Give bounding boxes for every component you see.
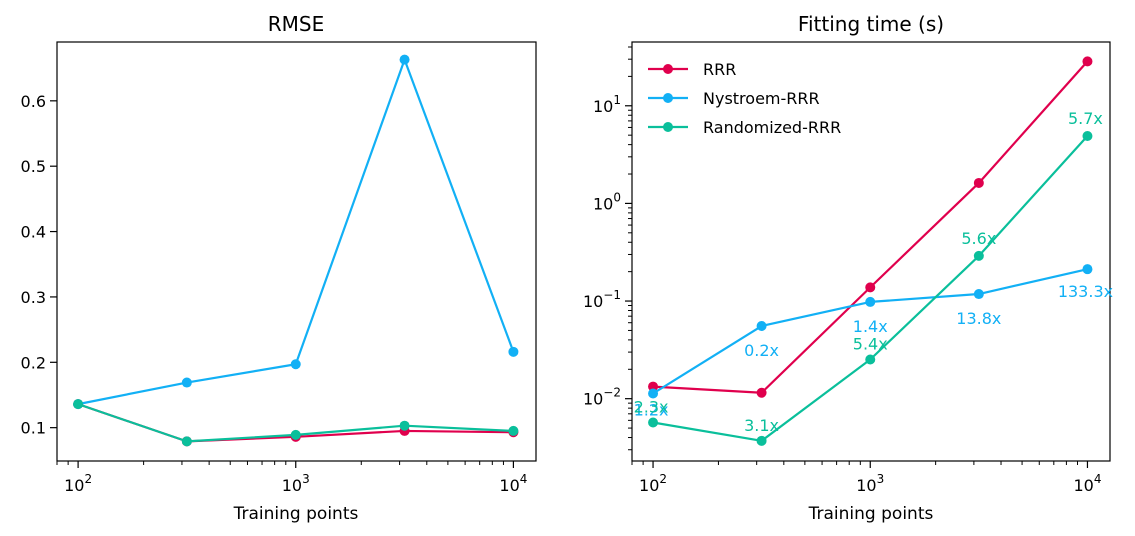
fitting-time-y-tick-label: 10−2: [583, 386, 621, 409]
rmse-y-tick-label: 0.5: [21, 157, 46, 176]
fitting-time-data-point-randomized-rrr: [973, 250, 984, 261]
rmse-chart: RMSE Training points 102 103 104 0.1 0.2 0.3 0…: [21, 12, 537, 524]
rmse-data-point-randomized-rrr: [399, 420, 410, 431]
fitting-time-data-point-randomized-rrr: [865, 354, 876, 365]
fitting-time-speedup-label: 133.3x: [1058, 282, 1113, 301]
rmse-y-tick-label: 0.2: [21, 353, 46, 372]
fitting-time-speedup-label: 2.3x: [634, 398, 669, 417]
rmse-x-tick-label: 102: [64, 472, 92, 495]
fitting-time-data-point-rrr: [1082, 56, 1093, 67]
fitting-time-x-tick-label: 104: [1073, 472, 1101, 495]
rmse-data-point-randomized-rrr: [73, 399, 84, 410]
rmse-data-point-nystroem-rrr: [181, 377, 192, 388]
rmse-data-point-nystroem-rrr: [290, 359, 301, 370]
fitting-time-speedup-label: 13.8x: [956, 309, 1001, 328]
rmse-y-tick-label: 0.3: [21, 288, 46, 307]
fitting-time-data-point-rrr: [648, 381, 659, 392]
rmse-chart-title: RMSE: [268, 12, 324, 36]
rmse-chart-xlabel: Training points: [233, 504, 359, 524]
fitting-time-data-point-randomized-rrr: [648, 417, 659, 428]
legend-label-nystroem-rrr: Nystroem-RRR: [703, 89, 820, 108]
rmse-series-line-nystroem-rrr: [77, 58, 515, 406]
rmse-data-point-randomized-rrr: [508, 425, 519, 436]
fitting-time-y-tick-label: 101: [593, 93, 621, 116]
rmse-y-tick-label: 0.4: [21, 223, 46, 242]
fitting-time-data-point-nystroem-rrr: [1082, 264, 1093, 275]
fitting-time-data-point-rrr: [973, 177, 984, 188]
fitting-time-speedup-label: 0.2x: [744, 341, 779, 360]
rmse-data-point-nystroem-rrr: [399, 54, 410, 65]
rmse-data-point-randomized-rrr: [290, 429, 301, 440]
legend-marker-nystroem-rrr: [663, 93, 673, 103]
fitting-time-legend: RRR Nystroem-RRR Randomized-RRR: [648, 60, 841, 137]
fitting-time-data-point-randomized-rrr: [756, 435, 767, 446]
fitting-time-data-point-randomized-rrr: [1082, 131, 1093, 142]
legend-label-rrr: RRR: [703, 60, 736, 79]
fitting-time-chart-title: Fitting time (s): [798, 12, 944, 36]
rmse-data-point-nystroem-rrr: [508, 346, 519, 357]
legend-label-randomized-rrr: Randomized-RRR: [703, 118, 841, 137]
fitting-time-speedup-label: 5.4x: [853, 334, 888, 353]
legend-marker-rrr: [663, 64, 673, 74]
fitting-time-y-tick-label: 100: [593, 190, 621, 213]
fitting-time-chart: Fitting time (s) Training points 102 103 1…: [583, 12, 1113, 524]
rmse-y-tick-label: 0.6: [21, 92, 46, 111]
fitting-time-data-point-nystroem-rrr: [973, 289, 984, 300]
rmse-data-point-randomized-rrr: [181, 436, 192, 447]
fitting-time-speedup-label: 1.2x: [634, 400, 669, 419]
fitting-time-data-point-nystroem-rrr: [865, 296, 876, 307]
rmse-x-tick-label: 104: [499, 472, 527, 495]
fitting-time-data-point-nystroem-rrr: [756, 321, 767, 332]
rmse-y-tick-label: 0.1: [21, 419, 46, 438]
fitting-time-axes-frame: [631, 41, 1111, 462]
fitting-time-speedup-label: 5.6x: [961, 229, 996, 248]
fitting-time-x-tick-label: 102: [639, 472, 667, 495]
fitting-time-data-point-nystroem-rrr: [648, 388, 659, 399]
fitting-time-speedup-label: 1.4x: [853, 317, 888, 336]
rmse-x-tick-label: 103: [282, 472, 310, 495]
fitting-time-x-tick-label: 103: [856, 472, 884, 495]
legend-marker-randomized-rrr: [663, 122, 673, 132]
rmse-axes-frame: [56, 41, 537, 462]
fitting-time-y-tick-label: 10−1: [583, 288, 621, 311]
fitting-time-data-point-rrr: [756, 387, 767, 398]
fitting-time-speedup-label: 3.1x: [744, 416, 779, 435]
fitting-time-data-point-rrr: [865, 282, 876, 293]
fitting-time-chart-xlabel: Training points: [808, 504, 934, 524]
fitting-time-speedup-label: 5.7x: [1068, 109, 1103, 128]
